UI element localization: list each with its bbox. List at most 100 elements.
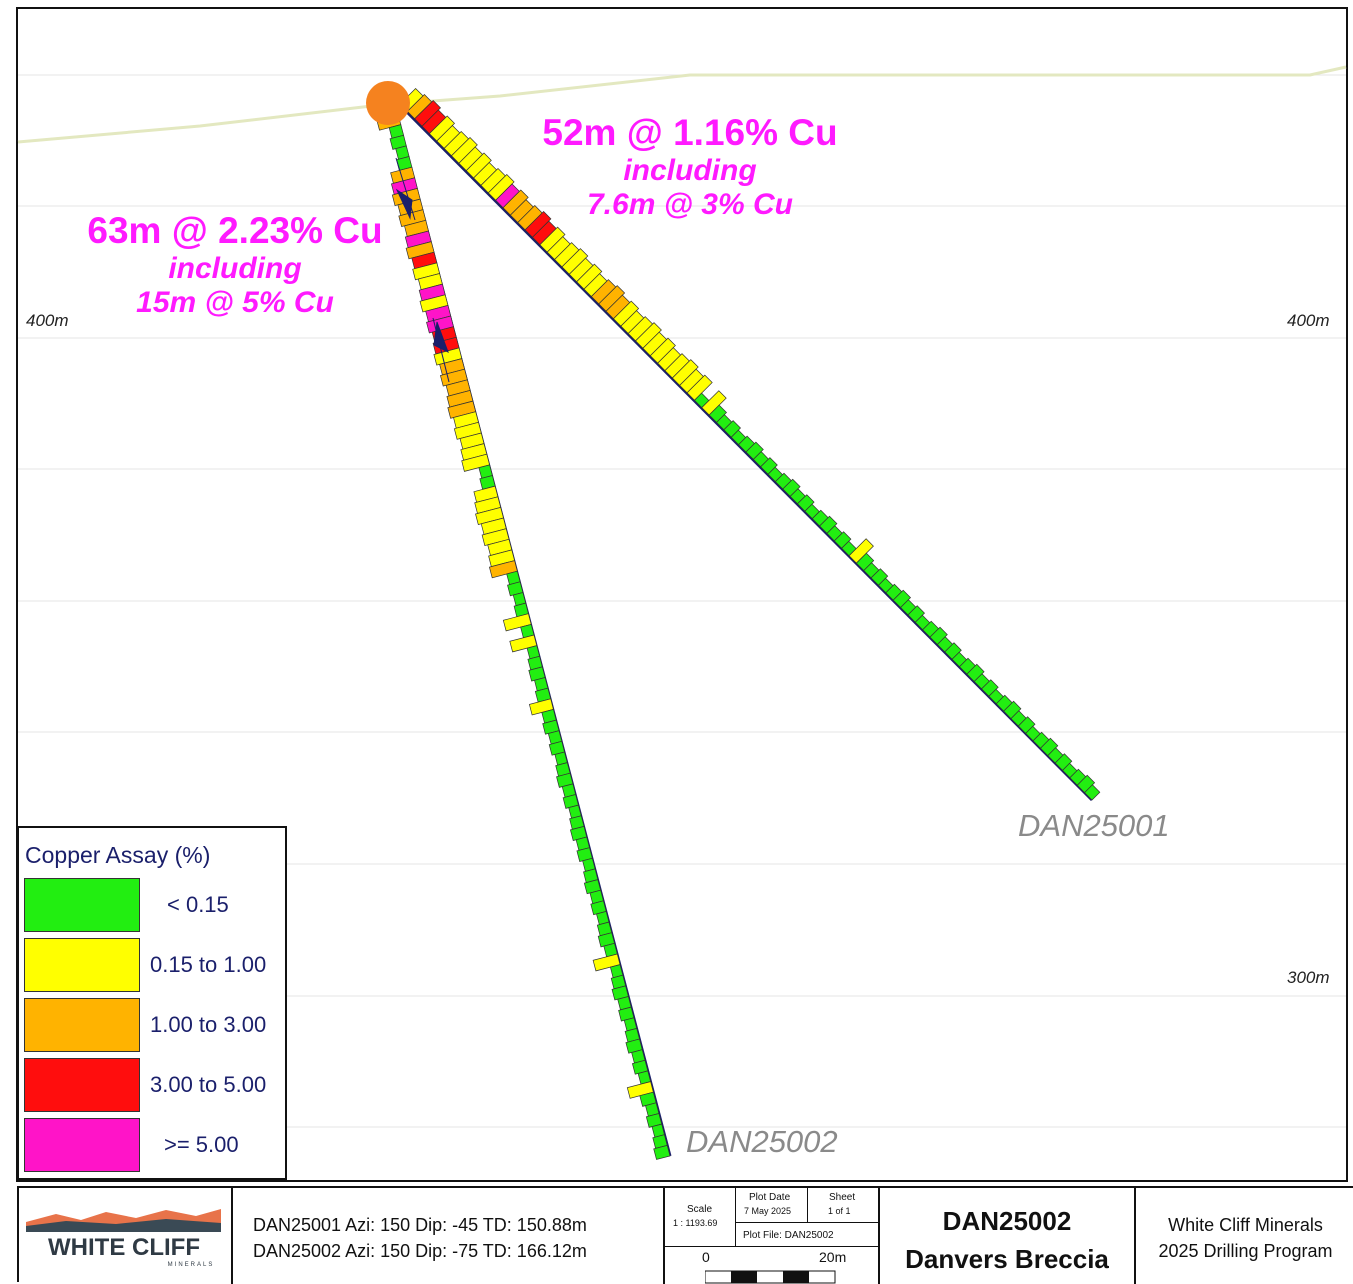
plot-date-label: Plot Date: [749, 1192, 791, 1203]
assay-interval: [598, 285, 626, 312]
legend-swatch: [24, 998, 140, 1052]
hole-label-dan25001: DAN25001: [1018, 808, 1170, 843]
annotation-dan25002-sub: 15m @ 5% Cu: [136, 286, 334, 319]
sheet-label: Sheet: [829, 1192, 856, 1203]
assay-interval: [797, 494, 815, 512]
legend-swatch: [24, 938, 140, 992]
logo-text: WHITE CLIFF: [48, 1234, 200, 1261]
assay-interval: [701, 390, 727, 416]
assay-interval: [833, 531, 852, 549]
assay-interval: [481, 528, 510, 547]
assay-interval: [631, 1059, 649, 1075]
company-name: White Cliff Minerals: [1168, 1215, 1323, 1235]
company-logo: WHITE CLIFF MINERALS: [26, 1209, 221, 1268]
legend-label: >= 5.00: [164, 1132, 239, 1157]
assay-interval: [686, 374, 713, 401]
assay-interval: [944, 642, 962, 660]
assay-interval: [439, 368, 468, 387]
assay-interval: [929, 626, 948, 645]
assay-interval: [451, 137, 478, 164]
assay-interval: [760, 457, 778, 475]
assay-interval: [562, 794, 579, 809]
section-id: DAN25002: [942, 1206, 1072, 1236]
legend-swatch: [24, 1118, 140, 1172]
assay-intervals: [376, 88, 1101, 1160]
scale-value: 1 : 1193.69: [673, 1218, 718, 1228]
assay-interval: [592, 953, 621, 972]
assay-interval: [576, 263, 603, 290]
assay-interval: [548, 740, 565, 756]
company-logo-cell: WHITE CLIFF MINERALS: [19, 1188, 233, 1284]
assay-interval: [1040, 737, 1059, 757]
assay-interval: [414, 100, 441, 127]
assay-interval: [509, 634, 538, 653]
assay-interval: [723, 420, 741, 438]
assay-interval: [618, 1006, 635, 1022]
assay-interval: [1076, 774, 1096, 794]
assay-interval: [1003, 700, 1022, 720]
assay-interval: [453, 421, 482, 440]
legend-item: 1.00 to 3.00: [24, 998, 284, 1054]
program-name: 2025 Drilling Program: [1158, 1241, 1333, 1261]
assay-interval: [590, 900, 607, 916]
title-block: WHITE CLIFF MINERALS DAN25001 Azi: 150 D…: [17, 1186, 1353, 1284]
assay-interval: [419, 294, 449, 313]
company-program-cell: White Cliff Minerals 2025 Drilling Progr…: [1136, 1188, 1353, 1284]
assay-interval: [653, 1144, 671, 1160]
assay-interval: [625, 1038, 643, 1054]
assay-interval: [528, 666, 546, 682]
legend-swatch: [24, 878, 140, 932]
assay-interval: [524, 211, 552, 238]
logo-subtext: MINERALS: [168, 1262, 215, 1268]
section-name: Danvers Breccia: [905, 1244, 1109, 1274]
sheet-value: 1 of 1: [828, 1206, 851, 1216]
assay-interval: [583, 879, 602, 895]
legend-label: 1.00 to 3.00: [150, 1012, 267, 1037]
assay-interval: [645, 1113, 663, 1128]
assay-interval: [635, 322, 662, 349]
scalebar-start: 0: [702, 1249, 710, 1265]
legend-title: Copper Assay (%): [25, 842, 211, 868]
section-title-cell: DAN25002 Danvers Breccia: [880, 1188, 1136, 1284]
elevation-label-400m-right: 400m: [1287, 311, 1330, 330]
plot-info-cell: Scale 1 : 1193.69 Plot Date 7 May 2025 S…: [665, 1188, 880, 1284]
assay-interval: [907, 605, 925, 623]
assay-interval: [502, 613, 532, 632]
legend: Copper Assay (%) < 0.15 0.15 to 1.00 1.0…: [17, 826, 287, 1180]
assay-interval: [611, 985, 629, 1001]
legend-item: 0.15 to 1.00: [24, 938, 284, 994]
plot-date-value: 7 May 2025: [744, 1206, 792, 1216]
legend-label: 3.00 to 5.00: [150, 1072, 267, 1097]
legend-swatch: [24, 1058, 140, 1112]
plot-file: Plot File: DAN25002: [743, 1230, 834, 1241]
assay-interval: [782, 478, 801, 497]
assay-interval: [426, 315, 454, 334]
assay-interval: [597, 932, 615, 948]
assay-interval: [613, 300, 640, 327]
assay-interval: [507, 581, 524, 597]
elevation-label-400m-left: 400m: [26, 311, 69, 330]
annotation-dan25001-main: 52m @ 1.16% Cu: [542, 112, 838, 153]
assay-interval: [502, 189, 529, 216]
assay-interval: [870, 568, 889, 586]
assay-interval: [398, 209, 427, 228]
legend-item: 3.00 to 5.00: [24, 1058, 284, 1114]
assay-interval: [848, 538, 874, 564]
assay-interval: [461, 453, 491, 472]
assay-interval: [626, 1081, 654, 1099]
annotation-dan25001: 52m @ 1.16% Cu including 7.6m @ 3% Cu: [510, 112, 870, 222]
scale-label: Scale: [687, 1204, 713, 1215]
annotation-dan25002-including: including: [168, 252, 302, 285]
assay-interval: [412, 262, 441, 281]
assay-interval: [892, 589, 911, 608]
assay-interval: [576, 847, 593, 863]
hole-label-dan25002: DAN25002: [686, 1124, 838, 1159]
assay-interval: [542, 719, 560, 735]
annotation-dan25002-main: 63m @ 2.23% Cu: [87, 210, 383, 251]
assay-interval: [389, 134, 407, 150]
legend-label: < 0.15: [167, 892, 229, 917]
assay-interval: [475, 506, 504, 526]
assay-interval: [405, 241, 435, 260]
assay-interval: [745, 441, 764, 460]
assay-interval: [465, 152, 492, 179]
